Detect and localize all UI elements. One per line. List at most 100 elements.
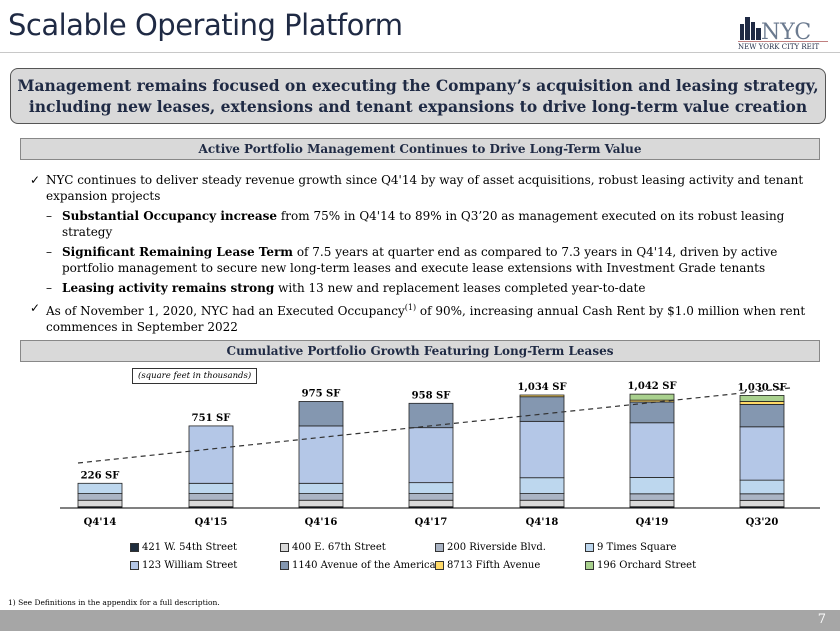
bar-segment [739, 499, 785, 508]
bar-segment [629, 493, 675, 501]
bar-total-label: 958 SF [412, 390, 451, 401]
legend-label: 200 Riverside Blvd. [447, 542, 546, 553]
bar-segment [519, 477, 565, 494]
bullet-text: with 13 new and replacement leases compl… [274, 281, 646, 295]
page-title: Scalable Operating Platform [8, 8, 403, 42]
bullet-bold: Substantial Occupancy increase [62, 209, 278, 223]
bar-segment [188, 493, 234, 501]
bullet-text: from 75% in Q4'14 to 89% in Q3’20 as man… [62, 209, 785, 239]
bullet-item: – Substantial Occupancy increase from 75%… [30, 208, 820, 240]
check-icon: ✓ [30, 173, 41, 187]
bar-total-label: 1,030 SF [737, 382, 786, 393]
legend-item: 400 E. 67th Street [280, 542, 386, 553]
bar-segment [298, 482, 344, 494]
bar-segment [77, 493, 123, 501]
bar-segment [188, 482, 234, 494]
bar-segment [298, 499, 344, 508]
callout-box: Management remains focused on executing … [10, 68, 826, 124]
bar-segment [739, 493, 785, 501]
footnote: 1) See Definitions in the appendix for a… [8, 598, 220, 607]
dash-icon: – [46, 281, 52, 295]
legend-label: 8713 Fifth Avenue [447, 560, 541, 571]
svg-text:NYC: NYC [761, 20, 811, 45]
check-icon: ✓ [30, 301, 41, 315]
bar-total-label: 975 SF [302, 388, 341, 399]
bar-segment [77, 482, 123, 494]
legend-swatch [585, 561, 594, 570]
section-header-growth: Cumulative Portfolio Growth Featuring Lo… [20, 340, 820, 362]
legend-label: 1140 Avenue of the Americas [292, 560, 441, 571]
nyc-logo: NYC NEW YORK CITY REIT [738, 14, 828, 51]
bullet-item: – Leasing activity remains strong with 13… [30, 280, 820, 296]
footer-bar [0, 610, 840, 631]
bar-segment [188, 499, 234, 508]
bullet-bold: Significant Remaining Lease Term [62, 245, 293, 259]
legend-label: 400 E. 67th Street [292, 542, 386, 553]
legend-label: 123 William Street [142, 560, 238, 571]
x-tick-label: Q4'15 [195, 517, 228, 528]
legend-label: 196 Orchard Street [597, 560, 697, 571]
bar-segment [739, 401, 785, 405]
legend-item: 421 W. 54th Street [130, 542, 237, 553]
bar-segment [77, 499, 123, 508]
bar-segment [408, 499, 454, 508]
footnote-ref: (1) [404, 303, 417, 312]
bar-segment [739, 426, 785, 481]
legend-swatch [280, 543, 289, 552]
bar-segment [408, 427, 454, 484]
bar-total-label: 751 SF [192, 413, 231, 424]
x-tick-label: Q4'17 [415, 517, 448, 528]
bar-segment [519, 499, 565, 508]
bar-segment [298, 401, 344, 427]
x-tick-label: Q4'16 [305, 517, 338, 528]
legend-swatch [585, 543, 594, 552]
legend-swatch [130, 561, 139, 570]
legend-swatch [280, 561, 289, 570]
bar-total-label: 226 SF [81, 470, 120, 481]
legend-item: 1140 Avenue of the Americas [280, 560, 441, 571]
bar-segment [519, 420, 565, 479]
bullet-text: of 90%, increasing annual Cash Rent by $… [46, 304, 806, 334]
bar-segment [188, 425, 234, 484]
bar-segment [519, 394, 565, 398]
bullet-item: ✓ As of November 1, 2020, NYC had an Exec… [30, 300, 820, 335]
svg-text:NEW YORK CITY REIT: NEW YORK CITY REIT [738, 43, 820, 50]
x-tick-label: Q4'18 [526, 517, 559, 528]
legend-item: 9 Times Square [585, 542, 676, 553]
bar-segment [408, 402, 454, 429]
legend-item: 196 Orchard Street [585, 560, 696, 571]
stacked-bar-chart: 226 SF Q4'14 751 SF Q4'15 975 SF Q4'16 958 SF Q… [60, 381, 820, 528]
title-divider [0, 52, 840, 53]
trend-line [77, 387, 791, 464]
legend-swatch [435, 561, 444, 570]
bar-segment [629, 499, 675, 508]
bar-segment [629, 477, 675, 495]
x-tick-label: Q4'14 [84, 517, 117, 528]
bar-total-label: 1,042 SF [627, 381, 676, 392]
page-number: 7 [817, 612, 826, 627]
bullet-text: As of November 1, 2020, NYC had an Execu… [46, 304, 405, 318]
bar-segment [629, 401, 675, 424]
legend-swatch [435, 543, 444, 552]
bar-segment [408, 493, 454, 501]
legend-swatch [130, 543, 139, 552]
section-header-portfolio: Active Portfolio Management Continues to… [20, 138, 820, 160]
legend-item: 200 Riverside Blvd. [435, 542, 546, 553]
bar-segment [739, 479, 785, 495]
legend-label: 421 W. 54th Street [142, 542, 238, 553]
bar-segment [739, 395, 785, 402]
bar-segment [739, 403, 785, 428]
bullet-list: ✓ NYC continues to deliver steady revenue… [30, 172, 820, 339]
legend-item: 123 William Street [130, 560, 237, 571]
bullet-item: ✓ NYC continues to deliver steady revenue… [30, 172, 820, 204]
dash-icon: – [46, 209, 52, 223]
bar-segment [519, 396, 565, 422]
bar-segment [629, 393, 675, 401]
legend-item: 8713 Fifth Avenue [435, 560, 540, 571]
x-tick-label: Q4'19 [636, 517, 669, 528]
bullet-bold: Leasing activity remains strong [62, 281, 275, 295]
x-tick-label: Q3'20 [746, 517, 779, 528]
bar-total-label: 1,034 SF [517, 382, 566, 393]
dash-icon: – [46, 245, 52, 259]
bar-segment [629, 422, 675, 478]
